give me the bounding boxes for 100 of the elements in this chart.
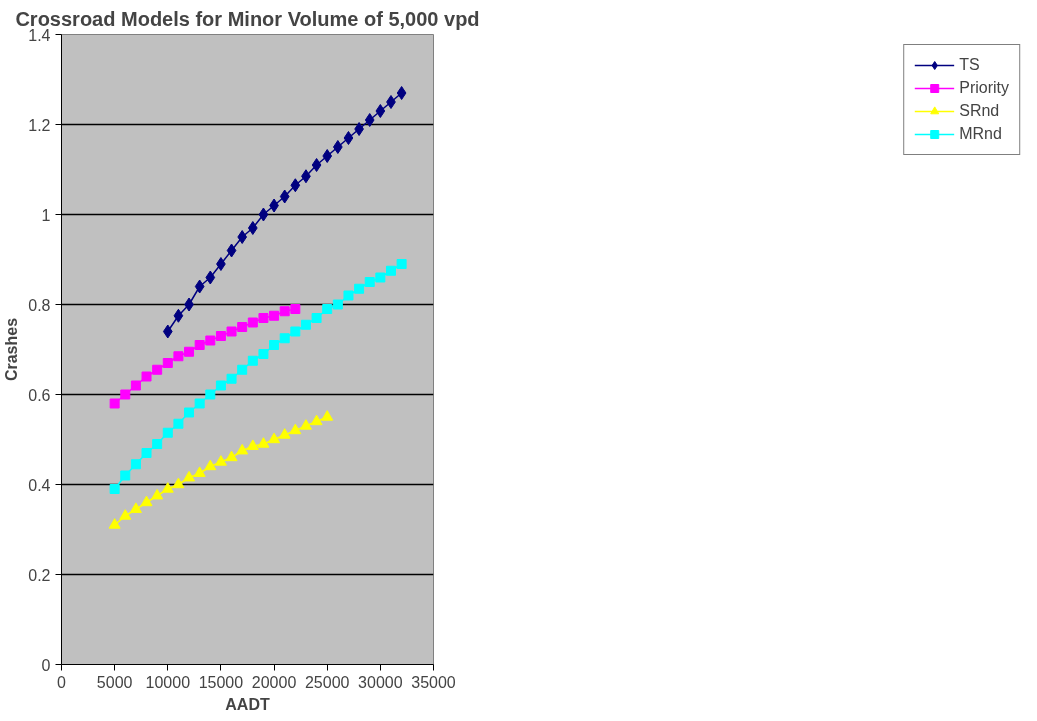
point bbox=[226, 243, 237, 258]
point bbox=[119, 509, 132, 520]
point bbox=[268, 432, 281, 444]
point bbox=[173, 308, 184, 323]
point bbox=[205, 389, 216, 400]
point bbox=[161, 482, 174, 493]
point bbox=[205, 335, 216, 346]
point bbox=[290, 304, 301, 314]
point bbox=[247, 317, 258, 328]
point bbox=[152, 439, 163, 449]
y-tick-label: 0.8 bbox=[28, 296, 51, 314]
point bbox=[269, 310, 280, 321]
point bbox=[354, 122, 364, 136]
point bbox=[321, 410, 334, 421]
point bbox=[237, 230, 248, 244]
point bbox=[194, 398, 205, 409]
point bbox=[129, 502, 142, 513]
legend-label: Priority bbox=[959, 79, 1009, 97]
legend-label: TS bbox=[959, 56, 980, 74]
x-tick-label: 15000 bbox=[198, 673, 244, 691]
point bbox=[173, 351, 184, 362]
point bbox=[162, 324, 173, 339]
x-tick-label: 30000 bbox=[358, 673, 403, 691]
point bbox=[375, 272, 386, 283]
point bbox=[375, 104, 386, 118]
y-tick-label: 1 bbox=[41, 206, 51, 224]
x-tick-label: 0 bbox=[57, 673, 67, 691]
y-tick-label: 0.2 bbox=[28, 566, 51, 584]
point bbox=[173, 418, 184, 429]
point bbox=[354, 283, 365, 294]
point bbox=[184, 346, 195, 357]
x-tick-label: 5000 bbox=[96, 673, 133, 691]
point bbox=[215, 380, 226, 391]
point bbox=[194, 279, 205, 294]
point bbox=[396, 259, 407, 269]
point bbox=[299, 419, 312, 430]
point bbox=[172, 477, 185, 489]
point bbox=[311, 158, 322, 172]
point bbox=[278, 428, 291, 439]
point bbox=[214, 455, 227, 466]
point bbox=[237, 322, 248, 332]
point bbox=[258, 207, 269, 222]
point bbox=[162, 358, 173, 368]
point bbox=[290, 178, 301, 193]
point bbox=[109, 484, 120, 494]
point bbox=[258, 313, 269, 323]
point bbox=[258, 349, 269, 359]
point bbox=[130, 380, 141, 391]
point bbox=[386, 95, 396, 109]
x-tick-label: 35000 bbox=[411, 673, 456, 691]
point bbox=[290, 326, 301, 337]
x-tick-label: 10000 bbox=[145, 673, 191, 691]
legend-label: SRnd bbox=[959, 102, 1000, 120]
point bbox=[310, 414, 323, 426]
point bbox=[279, 333, 290, 344]
point bbox=[332, 299, 343, 310]
y-tick-label: 1.2 bbox=[28, 116, 51, 134]
point bbox=[204, 459, 217, 471]
point bbox=[184, 407, 195, 418]
point bbox=[183, 470, 196, 482]
point bbox=[364, 277, 375, 287]
point bbox=[236, 443, 249, 455]
point bbox=[385, 265, 396, 276]
point bbox=[246, 439, 259, 450]
point bbox=[226, 326, 237, 337]
point bbox=[225, 450, 238, 462]
point bbox=[322, 304, 333, 314]
point bbox=[279, 189, 290, 204]
point bbox=[364, 113, 375, 127]
point bbox=[152, 364, 163, 375]
point bbox=[311, 313, 322, 323]
point bbox=[289, 423, 302, 435]
point bbox=[108, 518, 121, 529]
point bbox=[343, 290, 354, 301]
point bbox=[279, 306, 290, 317]
point bbox=[269, 340, 280, 350]
point bbox=[300, 319, 311, 330]
point bbox=[120, 470, 131, 481]
point bbox=[193, 466, 206, 477]
x-axis-title: AADT bbox=[225, 695, 270, 713]
point bbox=[141, 371, 152, 382]
point bbox=[322, 149, 333, 163]
point bbox=[247, 355, 258, 366]
point bbox=[162, 427, 173, 438]
point bbox=[140, 495, 153, 507]
x-tick-label: 20000 bbox=[251, 673, 297, 691]
y-axis-title: Crashes bbox=[3, 317, 21, 382]
point bbox=[120, 389, 131, 400]
point bbox=[237, 364, 248, 375]
point bbox=[343, 131, 354, 145]
point bbox=[130, 459, 141, 470]
point bbox=[194, 340, 205, 350]
point bbox=[247, 221, 258, 235]
point bbox=[226, 373, 237, 384]
point bbox=[257, 437, 270, 448]
y-tick-label: 0 bbox=[41, 656, 51, 674]
point bbox=[396, 86, 407, 100]
y-tick-label: 0.4 bbox=[28, 476, 51, 494]
point bbox=[216, 257, 226, 271]
point bbox=[333, 140, 343, 154]
